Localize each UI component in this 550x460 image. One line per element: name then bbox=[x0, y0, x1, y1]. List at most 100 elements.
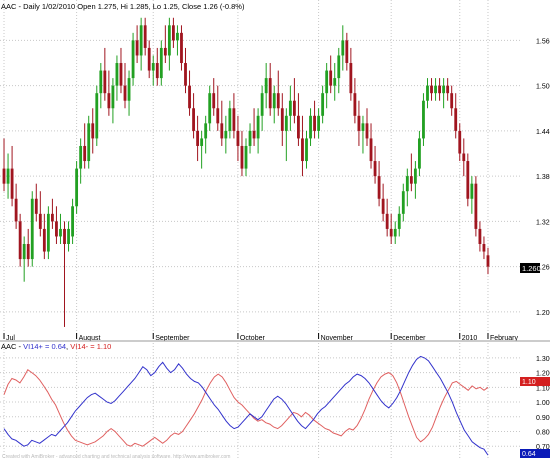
candle bbox=[369, 123, 373, 169]
candle bbox=[67, 221, 70, 252]
candle-body bbox=[171, 25, 175, 41]
candle-body bbox=[139, 25, 143, 56]
candle-body bbox=[438, 85, 441, 94]
candle-body bbox=[67, 228, 70, 244]
candle bbox=[91, 108, 95, 154]
candle-body bbox=[123, 85, 127, 101]
candle bbox=[159, 40, 163, 86]
candle bbox=[389, 213, 393, 244]
vi-plus-badge bbox=[520, 449, 550, 458]
vi-minus-badge bbox=[520, 377, 550, 386]
candle-body bbox=[389, 228, 393, 237]
candle-body bbox=[159, 47, 163, 79]
candle-body bbox=[30, 198, 34, 260]
series-line-vi-minus bbox=[3, 368, 489, 447]
price-y-tick-label: 1.500 bbox=[536, 84, 550, 91]
candle bbox=[301, 115, 304, 177]
candle-body bbox=[95, 93, 99, 139]
candle bbox=[284, 108, 288, 162]
candle-body bbox=[297, 115, 300, 139]
candle-body bbox=[369, 138, 373, 162]
price-y-axis: 1.560 1.500 1.440 1.380 1.320 1.260 1.200 bbox=[536, 38, 550, 316]
candle bbox=[200, 130, 204, 169]
candle bbox=[361, 115, 365, 154]
candle-body bbox=[6, 168, 10, 184]
candle-body bbox=[276, 93, 280, 109]
candle-body bbox=[236, 130, 240, 146]
indicator-prefix: AAC - bbox=[1, 342, 23, 351]
candle bbox=[373, 145, 377, 184]
candle-body bbox=[409, 176, 413, 184]
indicator-y-tick-label: 1.100 bbox=[536, 385, 550, 392]
candle-body bbox=[131, 40, 135, 79]
candle-body bbox=[26, 244, 30, 260]
candle-body bbox=[482, 244, 486, 252]
candle bbox=[131, 32, 135, 86]
candle-body bbox=[252, 130, 256, 139]
candle-body bbox=[176, 32, 179, 41]
candle-body bbox=[91, 123, 95, 139]
candle-body bbox=[486, 255, 490, 267]
candle bbox=[171, 17, 175, 48]
candle-body bbox=[147, 47, 151, 71]
candle-body bbox=[59, 228, 62, 237]
candle bbox=[79, 138, 83, 184]
candle bbox=[188, 70, 191, 116]
candle bbox=[139, 17, 143, 71]
candle-body bbox=[163, 47, 167, 56]
price-y-tick-label: 1.380 bbox=[536, 174, 550, 181]
candle-body bbox=[466, 161, 470, 199]
price-y-tick-label: 1.200 bbox=[536, 310, 550, 317]
candle bbox=[377, 161, 381, 207]
candle-body bbox=[184, 63, 187, 86]
candle-body bbox=[280, 108, 284, 131]
candle-body bbox=[317, 115, 321, 131]
candle bbox=[365, 108, 369, 146]
candle-body bbox=[51, 213, 54, 222]
candle-body bbox=[75, 168, 79, 207]
price-y-tick-label: 1.260 bbox=[536, 265, 550, 272]
candle-body bbox=[454, 108, 458, 131]
candle bbox=[167, 17, 171, 71]
candle bbox=[75, 161, 79, 214]
x-tick-label: October bbox=[240, 335, 266, 342]
candle bbox=[192, 93, 195, 139]
candle-body bbox=[107, 93, 111, 109]
candle-body bbox=[474, 183, 478, 229]
candle bbox=[87, 115, 91, 169]
candle bbox=[111, 78, 115, 124]
vi-minus-last-value: 1.10 bbox=[522, 379, 536, 386]
candle-body bbox=[228, 108, 232, 131]
candle bbox=[305, 130, 308, 169]
candle bbox=[256, 108, 260, 154]
candle bbox=[10, 145, 14, 207]
candle bbox=[450, 85, 454, 116]
x-tick-label: 2010 bbox=[462, 335, 478, 342]
candle bbox=[147, 40, 151, 79]
candle-body bbox=[260, 93, 264, 116]
indicator-y-tick-label: 1.300 bbox=[536, 356, 550, 363]
indicator-y-tick-label: 0.800 bbox=[536, 430, 550, 437]
vi-plus-last-value: 0.64 bbox=[522, 451, 536, 458]
candle bbox=[208, 85, 212, 131]
price-y-tick-label: 1.560 bbox=[536, 38, 550, 45]
candle-body bbox=[405, 176, 409, 192]
x-axis: Jul August September October November Decembe… bbox=[3, 333, 519, 342]
candle bbox=[248, 123, 252, 154]
candle-body bbox=[192, 108, 195, 131]
candle-body bbox=[353, 93, 357, 116]
candle bbox=[349, 47, 353, 101]
candle-body bbox=[345, 40, 349, 64]
candle-body bbox=[135, 40, 139, 56]
candle bbox=[71, 198, 74, 244]
candle bbox=[59, 213, 62, 244]
x-tick-label: February bbox=[490, 335, 519, 342]
candle-body bbox=[413, 168, 417, 184]
candle bbox=[401, 183, 405, 222]
candle-body bbox=[63, 228, 66, 244]
candle bbox=[212, 78, 216, 116]
candle bbox=[430, 78, 433, 101]
candle-body bbox=[22, 244, 26, 260]
indicator-separator: , bbox=[66, 342, 70, 351]
candle-body bbox=[309, 115, 312, 139]
